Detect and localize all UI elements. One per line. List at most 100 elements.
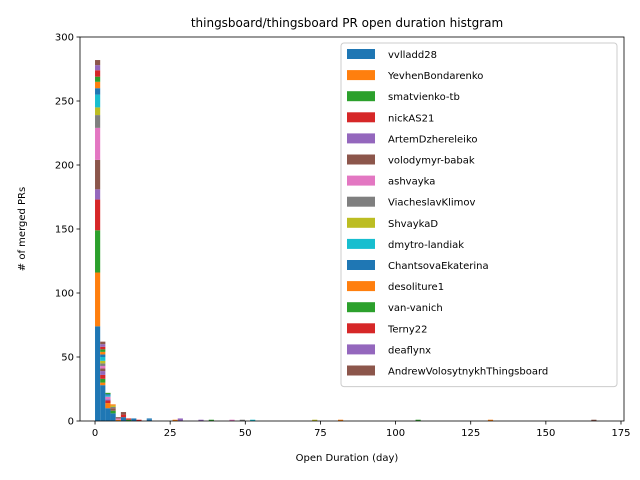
legend-label-5: volodymyr-babak <box>388 156 475 167</box>
bar-series-2-bin-6 <box>126 419 132 421</box>
bar-series-14-bin-0 <box>95 65 101 71</box>
legend-label-11: desoliture1 <box>388 282 444 293</box>
legend-swatch-2 <box>347 91 375 102</box>
bar-series-4-bin-1 <box>100 371 106 375</box>
legend-swatch-13 <box>347 323 375 334</box>
legend-label-9: dmytro-landiak <box>388 240 464 251</box>
y-tick-label-4: 200 <box>55 161 74 172</box>
bar-series-0-bin-2 <box>105 408 111 421</box>
bar-series-8-bin-3 <box>110 405 116 407</box>
legend-swatch-7 <box>347 196 375 207</box>
legend-label-13: Terny22 <box>387 324 427 335</box>
legend-label-10: ChantsovaEkaterina <box>388 261 489 272</box>
legend-swatch-9 <box>347 238 375 249</box>
bar-series-1-bin-2 <box>105 403 111 409</box>
bar-series-1-bin-15 <box>172 419 178 421</box>
x-tick-label-7: 175 <box>611 428 630 439</box>
bar-series-2-bin-1 <box>100 378 106 383</box>
bar-series-6-bin-26 <box>229 419 235 421</box>
y-tick-label-6: 300 <box>55 33 74 44</box>
legend-label-15: AndrewVolosytnykhThingsboard <box>388 367 548 378</box>
bar-series-7-bin-28 <box>239 419 245 421</box>
bar-series-9-bin-2 <box>105 395 111 397</box>
x-tick-label-0: 0 <box>92 428 98 439</box>
bar-series-0-bin-5 <box>120 417 127 421</box>
x-axis-label: Open Duration (day) <box>296 453 399 464</box>
chart-title: thingsboard/thingsboard PR open duration… <box>191 16 503 30</box>
bar-series-7-bin-0 <box>95 115 101 128</box>
legend-label-7: ViacheslavKlimov <box>388 198 476 209</box>
x-tick-label-2: 50 <box>239 428 252 439</box>
bar-series-9-bin-1 <box>100 357 106 361</box>
legend-box <box>340 42 618 388</box>
bar-series-3-bin-0 <box>95 199 101 231</box>
y-tick-label-0: 0 <box>68 417 74 428</box>
bar-series-2-bin-62 <box>415 419 421 421</box>
bar-series-0-bin-0 <box>95 326 101 421</box>
bar-series-11-bin-3 <box>110 404 116 406</box>
legend-swatch-1 <box>347 70 375 81</box>
bar-series-1-bin-4 <box>115 419 121 421</box>
y-tick-label-5: 250 <box>55 97 74 108</box>
bar-series-12-bin-0 <box>95 76 101 82</box>
bar-series-3-bin-2 <box>105 400 111 404</box>
bar-series-4-bin-16 <box>177 418 183 421</box>
x-tick-label-1: 25 <box>164 428 177 439</box>
bar-series-2-bin-0 <box>95 230 101 273</box>
bar-series-10-bin-2 <box>105 394 111 396</box>
bar-series-1-bin-0 <box>95 272 101 327</box>
bar-series-14-bin-1 <box>100 344 106 347</box>
bar-series-0-bin-10 <box>146 419 152 421</box>
bar-series-5-bin-3 <box>110 408 116 411</box>
y-tick-label-3: 150 <box>55 225 74 236</box>
bar-series-5-bin-1 <box>100 368 106 372</box>
legend-label-8: ShvaykaD <box>388 219 438 230</box>
x-tick-label-4: 100 <box>386 428 405 439</box>
legend-label-0: vvlladd28 <box>388 50 437 61</box>
bar-series-1-bin-47 <box>337 419 344 421</box>
legend-swatch-14 <box>347 344 375 355</box>
bar-series-8-bin-42 <box>312 419 318 421</box>
y-axis-label: # of merged PRs <box>17 187 28 271</box>
bar-series-13-bin-1 <box>100 346 106 350</box>
bar-series-8-bin-1 <box>100 360 106 364</box>
legend-swatch-3 <box>347 112 375 123</box>
bar-series-10-bin-1 <box>100 354 106 357</box>
legend-label-6: ashvayka <box>388 177 435 188</box>
legend-swatch-6 <box>347 175 375 186</box>
bar-series-10-bin-0 <box>95 88 101 95</box>
bar-series-3-bin-5 <box>120 414 127 418</box>
legend: vvlladd28 YevhenBondarenko smatvienko-tb ni… <box>340 42 618 388</box>
bar-series-0-bin-7 <box>131 418 137 421</box>
legend-label-3: nickAS21 <box>388 113 434 124</box>
bar-series-6-bin-4 <box>115 418 121 420</box>
bar-series-8-bin-0 <box>95 107 101 116</box>
bar-series-9-bin-30 <box>250 419 256 421</box>
bar-series-15-bin-1 <box>100 341 106 345</box>
bar-series-1-bin-1 <box>100 382 106 386</box>
legend-swatch-15 <box>347 365 375 376</box>
x-tick-label-6: 150 <box>536 428 555 439</box>
bar-series-7-bin-1 <box>100 363 106 366</box>
x-tick-label-3: 75 <box>314 428 327 439</box>
legend-swatch-12 <box>347 302 375 313</box>
bar-series-2-bin-3 <box>110 410 116 414</box>
bars-layer <box>95 60 597 421</box>
legend-label-4: ArtemDzhereleiko <box>388 134 478 145</box>
bar-series-11-bin-76 <box>487 419 494 421</box>
legend-swatch-10 <box>347 260 375 270</box>
bar-series-14-bin-20 <box>198 419 204 421</box>
y-tick-label-1: 50 <box>61 353 74 364</box>
bar-series-5-bin-0 <box>95 159 101 190</box>
legend-swatch-5 <box>347 154 375 165</box>
bar-series-13-bin-0 <box>95 70 101 77</box>
bar-series-10-bin-10 <box>146 418 152 420</box>
bar-series-3-bin-8 <box>136 419 142 421</box>
bar-series-5-bin-5 <box>120 412 127 415</box>
bar-series-12-bin-2 <box>105 392 111 395</box>
bar-series-15-bin-4 <box>115 417 121 419</box>
bar-series-15-bin-0 <box>95 60 101 66</box>
bar-series-0-bin-1 <box>100 385 106 421</box>
legend-label-1: YevhenBondarenko <box>387 71 483 82</box>
